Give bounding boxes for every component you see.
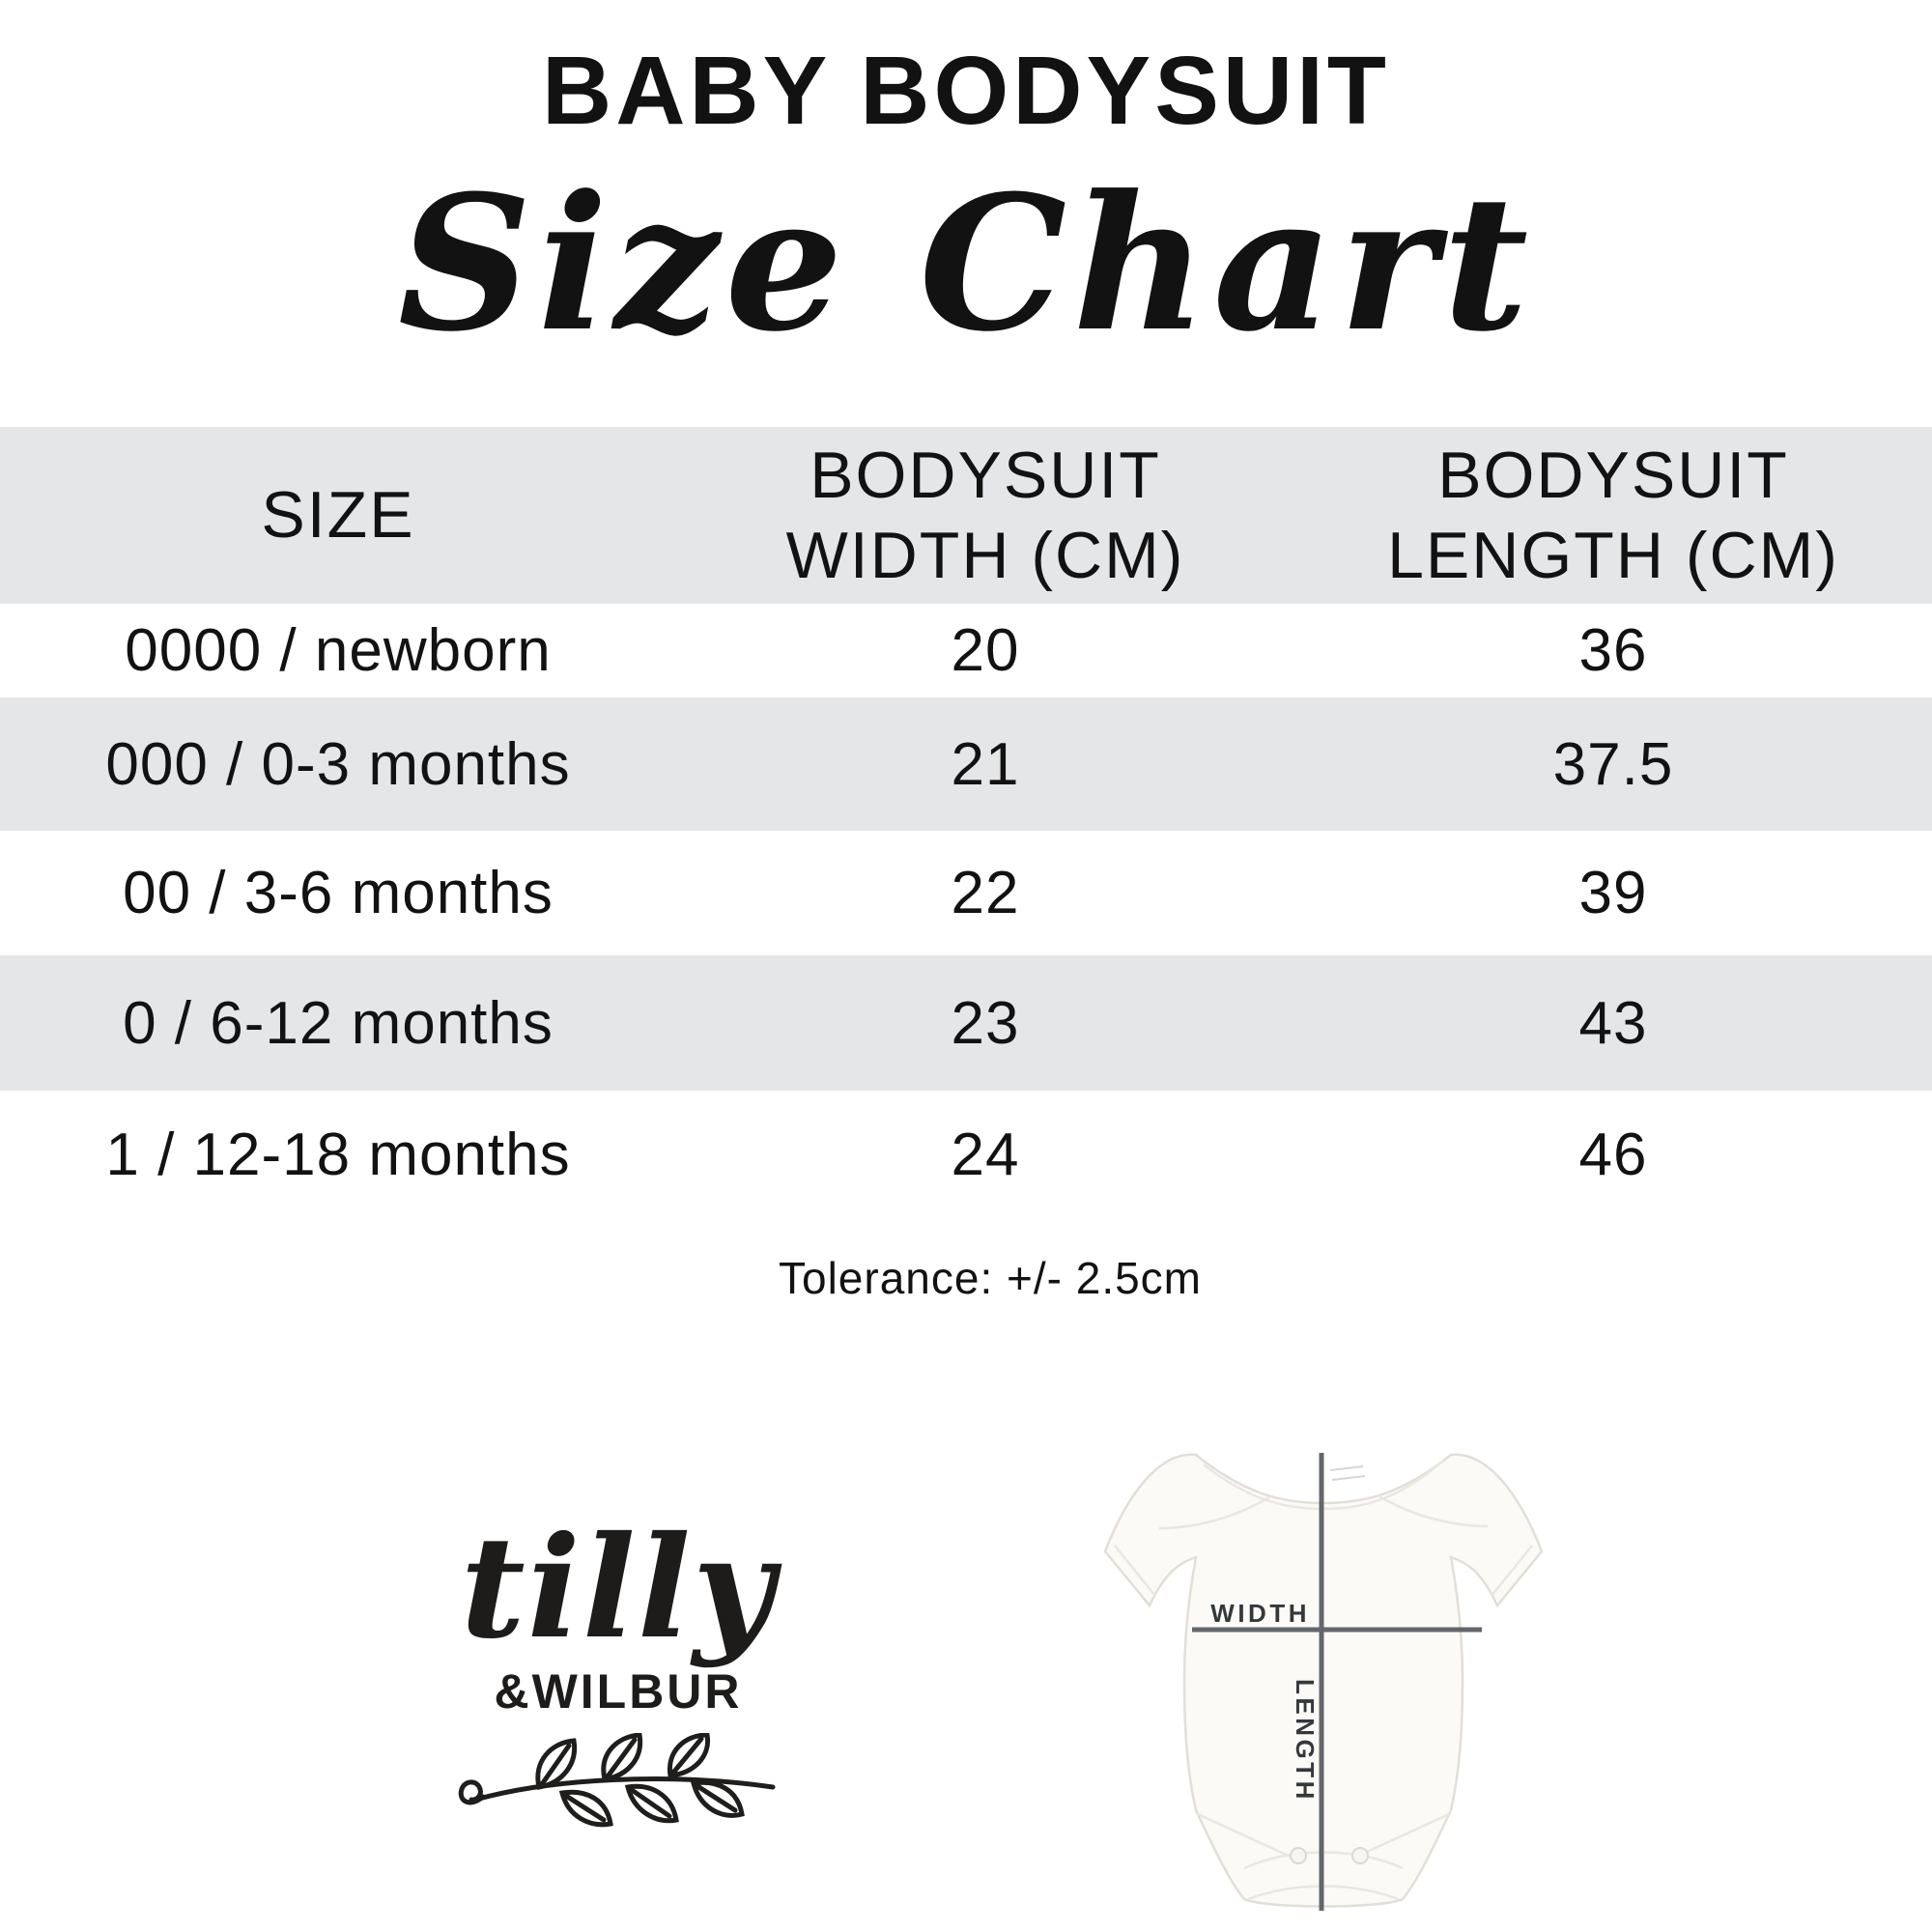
page-subtitle: Size Chart bbox=[397, 156, 1535, 373]
size-table: SIZE BODYSUIT WIDTH (CM) BODYSUIT LENGTH… bbox=[0, 427, 1932, 1219]
table-header-row: SIZE BODYSUIT WIDTH (CM) BODYSUIT LENGTH… bbox=[0, 427, 1932, 604]
cell-width-cm: 21 bbox=[951, 730, 1020, 798]
laurel-branch-icon bbox=[458, 1732, 776, 1828]
cell-size: 1 / 12-18 months bbox=[105, 1122, 571, 1188]
table-row: 0 / 6-12 months 23 43 bbox=[0, 955, 1932, 1091]
column-header-width: BODYSUIT WIDTH (CM) bbox=[785, 438, 1185, 592]
width-measure-label: WIDTH bbox=[1210, 1599, 1310, 1628]
table-row: 1 / 12-18 months 24 46 bbox=[0, 1091, 1932, 1219]
brand-logo: tilly &WILBUR bbox=[425, 1515, 811, 1834]
brand-name-caps: &WILBUR bbox=[494, 1664, 743, 1719]
cell-width-cm: 20 bbox=[951, 617, 1020, 684]
crotch-snaps bbox=[1290, 1847, 1369, 1864]
table-row: 000 / 0-3 months 21 37.5 bbox=[0, 697, 1932, 831]
column-header-length: BODYSUIT LENGTH (CM) bbox=[1387, 438, 1839, 592]
cell-width-cm: 23 bbox=[951, 989, 1020, 1057]
cell-size: 00 / 3-6 months bbox=[123, 860, 554, 926]
cell-length-cm: 43 bbox=[1578, 989, 1648, 1057]
table-row: 00 / 3-6 months 22 39 bbox=[0, 831, 1932, 955]
length-measure-label: LENGTH bbox=[1291, 1679, 1320, 1803]
table-row: 0000 / newborn 20 36 bbox=[0, 604, 1932, 697]
cell-size: 0000 / newborn bbox=[125, 617, 552, 684]
tolerance-note: Tolerance: +/- 2.5cm bbox=[778, 1253, 1203, 1303]
brand-name-script: tilly bbox=[460, 1506, 777, 1670]
cell-length-cm: 37.5 bbox=[1552, 730, 1674, 798]
measurement-lines bbox=[1192, 1453, 1482, 1911]
page-title: BABY BODYSUIT bbox=[541, 37, 1391, 145]
bodysuit-measurement-diagram: WIDTH LENGTH bbox=[1103, 1453, 1544, 1911]
cell-length-cm: 36 bbox=[1578, 617, 1648, 684]
cell-width-cm: 22 bbox=[951, 860, 1020, 926]
cell-width-cm: 24 bbox=[951, 1122, 1020, 1188]
cell-size: 0 / 6-12 months bbox=[123, 989, 554, 1057]
cell-length-cm: 39 bbox=[1578, 860, 1648, 926]
column-header-size: SIZE bbox=[261, 478, 415, 553]
care-label bbox=[1329, 1465, 1366, 1481]
cell-length-cm: 46 bbox=[1578, 1122, 1648, 1188]
cell-size: 000 / 0-3 months bbox=[105, 730, 571, 798]
